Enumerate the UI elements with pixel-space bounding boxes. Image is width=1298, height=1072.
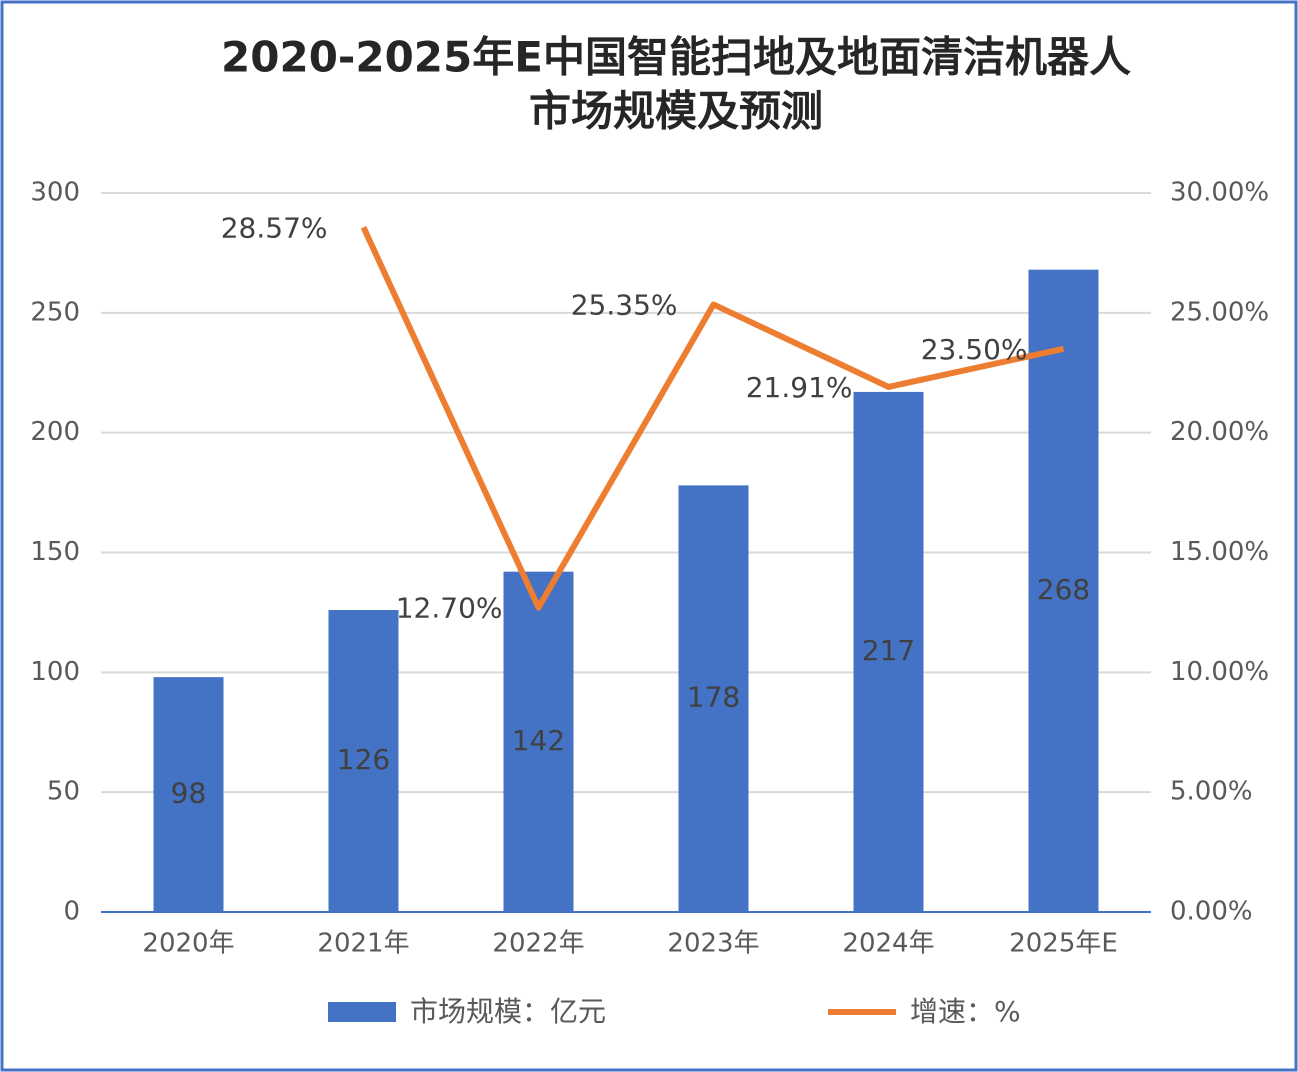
bar	[328, 610, 399, 912]
data-label: 21.91%	[746, 371, 853, 404]
y-tick-label: 150	[30, 537, 80, 567]
legend-label: 市场规模：亿元	[410, 995, 606, 1028]
y2-tick-label: 0.00%	[1170, 897, 1253, 927]
chart-title: 市场规模及预测	[529, 87, 823, 136]
y2-tick-label: 20.00%	[1170, 417, 1269, 447]
y2-tick-label: 30.00%	[1170, 178, 1269, 208]
data-label: 178	[687, 681, 740, 714]
x-tick-label: 2020年	[142, 929, 234, 959]
y-tick-label: 0	[63, 897, 80, 927]
x-tick-label: 2024年	[842, 929, 934, 959]
x-tick-label: 2023年	[667, 929, 759, 959]
legend-label: 增速：%	[910, 995, 1021, 1028]
line	[360, 226, 1065, 611]
legend-swatch	[328, 1002, 396, 1022]
y-tick-label: 100	[30, 657, 80, 687]
chart-title: 2020-2025年E中国智能扫地及地面清洁机器人	[221, 33, 1131, 82]
y2-tick-label: 25.00%	[1170, 297, 1269, 327]
x-tick-label: 2021年	[317, 929, 409, 959]
y2-tick-label: 10.00%	[1170, 657, 1269, 687]
y-tick-label: 300	[30, 178, 80, 208]
y-tick-label: 200	[30, 417, 80, 447]
y2-tick-label: 5.00%	[1170, 777, 1253, 807]
x-tick-label: 2025年E	[1009, 929, 1118, 959]
data-label: 126	[337, 743, 390, 776]
bar	[503, 571, 574, 912]
y2-tick-label: 15.00%	[1170, 537, 1269, 567]
data-label: 28.57%	[221, 211, 328, 244]
bar	[1028, 269, 1099, 912]
bar	[853, 391, 924, 912]
bar	[678, 485, 749, 912]
data-label: 142	[512, 724, 565, 757]
y-tick-label: 250	[30, 297, 80, 327]
y-tick-label: 50	[47, 777, 80, 807]
bar	[153, 677, 224, 912]
data-label: 23.50%	[921, 333, 1028, 366]
data-label: 25.35%	[571, 288, 678, 321]
data-label: 98	[171, 777, 207, 810]
x-tick-label: 2022年	[492, 929, 584, 959]
data-label: 268	[1037, 573, 1090, 606]
data-label: 217	[862, 634, 915, 667]
data-label: 12.70%	[396, 592, 503, 625]
